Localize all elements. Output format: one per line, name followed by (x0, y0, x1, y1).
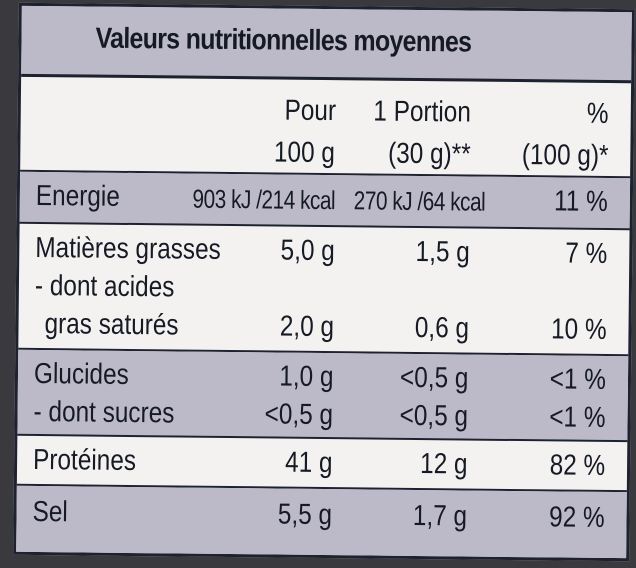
header-pct-line2: (100 g)* (521, 139, 608, 173)
energie-portion: 270 kJ /64 kcal (353, 185, 485, 217)
dont-sucres-portion: <0,5 g (399, 400, 468, 434)
gras-satures-pct: 10 % (551, 313, 607, 347)
nutrition-label: Valeurs nutritionnelles moyennes Pour 10… (13, 3, 635, 561)
row-name-gras-satures: gras saturés (44, 308, 178, 342)
row-name-dont-sucres: - dont sucres (33, 396, 174, 430)
sel-pct: 92 % (549, 501, 605, 535)
proteines-per100: 41 g (285, 447, 333, 480)
header-portion-line2: (30 g)** (388, 138, 471, 172)
dont-sucres-per100: <0,5 g (264, 398, 333, 432)
dont-sucres-pct: <1 % (549, 401, 606, 435)
gras-satures-portion: 0,6 g (414, 312, 469, 346)
header-per100-line1: Pour (284, 95, 336, 129)
matieres-grasses-per100: 5,0 g (280, 235, 335, 269)
row-name-glucides: Glucides (34, 358, 129, 392)
sel-portion: 1,7 g (412, 500, 467, 534)
row-name-dont-acides: - dont acides (35, 270, 175, 304)
gras-satures-per100: 2,0 g (279, 311, 334, 345)
row-name-proteines: Protéines (33, 444, 136, 478)
row-name-matieres-grasses: Matières grasses (35, 232, 221, 267)
matieres-grasses-pct: 7 % (565, 238, 607, 271)
title-band: Valeurs nutritionnelles moyennes (21, 6, 632, 83)
glucides-pct: <1 % (550, 363, 607, 397)
matieres-grasses-portion: 1,5 g (415, 236, 470, 270)
header-per100-line2: 100 g (274, 136, 335, 170)
glucides-per100: 1,0 g (279, 361, 334, 395)
glucides-portion: <0,5 g (399, 362, 468, 396)
header-portion-line1: 1 Portion (373, 96, 471, 130)
sel-per100: 5,5 g (277, 499, 332, 533)
row-name-sel: Sel (32, 496, 68, 529)
proteines-portion: 12 g (420, 448, 468, 481)
table-title: Valeurs nutritionnelles moyennes (95, 23, 471, 60)
energie-pct: 11 % (554, 185, 608, 219)
proteines-pct: 82 % (549, 449, 605, 483)
header-pct-line1: % (587, 98, 609, 131)
row-name-energie: Energie (36, 180, 120, 214)
energie-per100: 903 kJ /214 kcal (192, 184, 335, 216)
